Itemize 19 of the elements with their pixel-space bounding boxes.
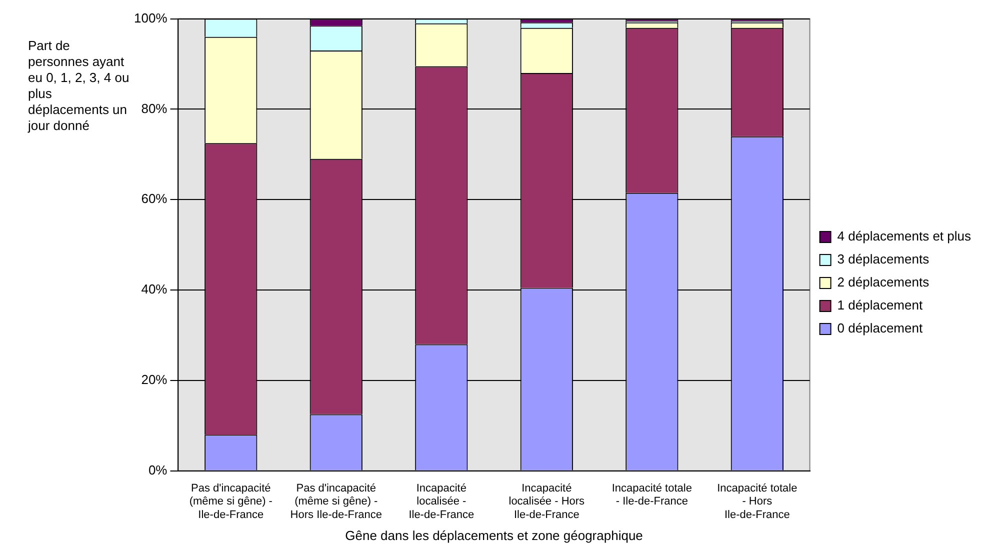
y-tick-label: 40% bbox=[141, 282, 168, 297]
y-tick-label: 20% bbox=[141, 372, 168, 387]
legend-label: 1 déplacement bbox=[837, 298, 923, 313]
y-tick-label: 100% bbox=[134, 10, 168, 26]
legend-label: 4 déplacements et plus bbox=[837, 228, 972, 244]
y-tick-label: 60% bbox=[141, 191, 168, 206]
legend-label: 3 déplacements bbox=[837, 252, 930, 267]
x-axis-title: Gêne dans les déplacements et zone géographique bbox=[345, 528, 643, 543]
x-tick-label: Incapacité localisée - Hors Ile-de-France bbox=[508, 482, 586, 521]
y-tick-label: 0% bbox=[148, 462, 168, 478]
x-tick-label: Incapacité totale - Hors Ile-de-France bbox=[717, 482, 798, 521]
x-tick-label: Incapacité localisée - Ile-de-France bbox=[408, 482, 474, 521]
legend-label: 0 déplacement bbox=[837, 320, 923, 336]
x-tick-label: Incapacité totale - Ile-de-France bbox=[612, 482, 692, 508]
x-tick-label: Pas d'incapacité (même si gêne) - Hors Ile-de-France bbox=[290, 482, 382, 521]
legend-label: 2 déplacements bbox=[837, 274, 930, 290]
y-tick-label: 80% bbox=[141, 100, 168, 116]
y-axis-title: Part de personnes ayant eu 0, 1, 2, 3, 4 ou plus déplacements un jour donné bbox=[26, 37, 130, 134]
x-tick-label: Pas d'incapacité (même si gêne) - Ile-de-France bbox=[189, 482, 273, 521]
